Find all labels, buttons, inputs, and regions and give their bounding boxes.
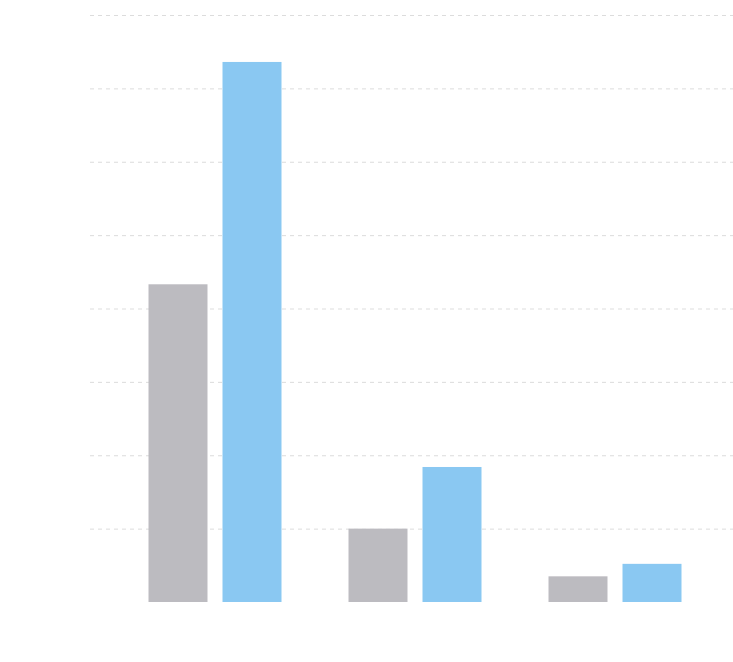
bar xyxy=(222,61,282,602)
bar xyxy=(422,466,482,602)
bar xyxy=(148,284,208,602)
bar xyxy=(348,528,408,602)
bar xyxy=(548,576,608,602)
bar xyxy=(622,563,682,602)
